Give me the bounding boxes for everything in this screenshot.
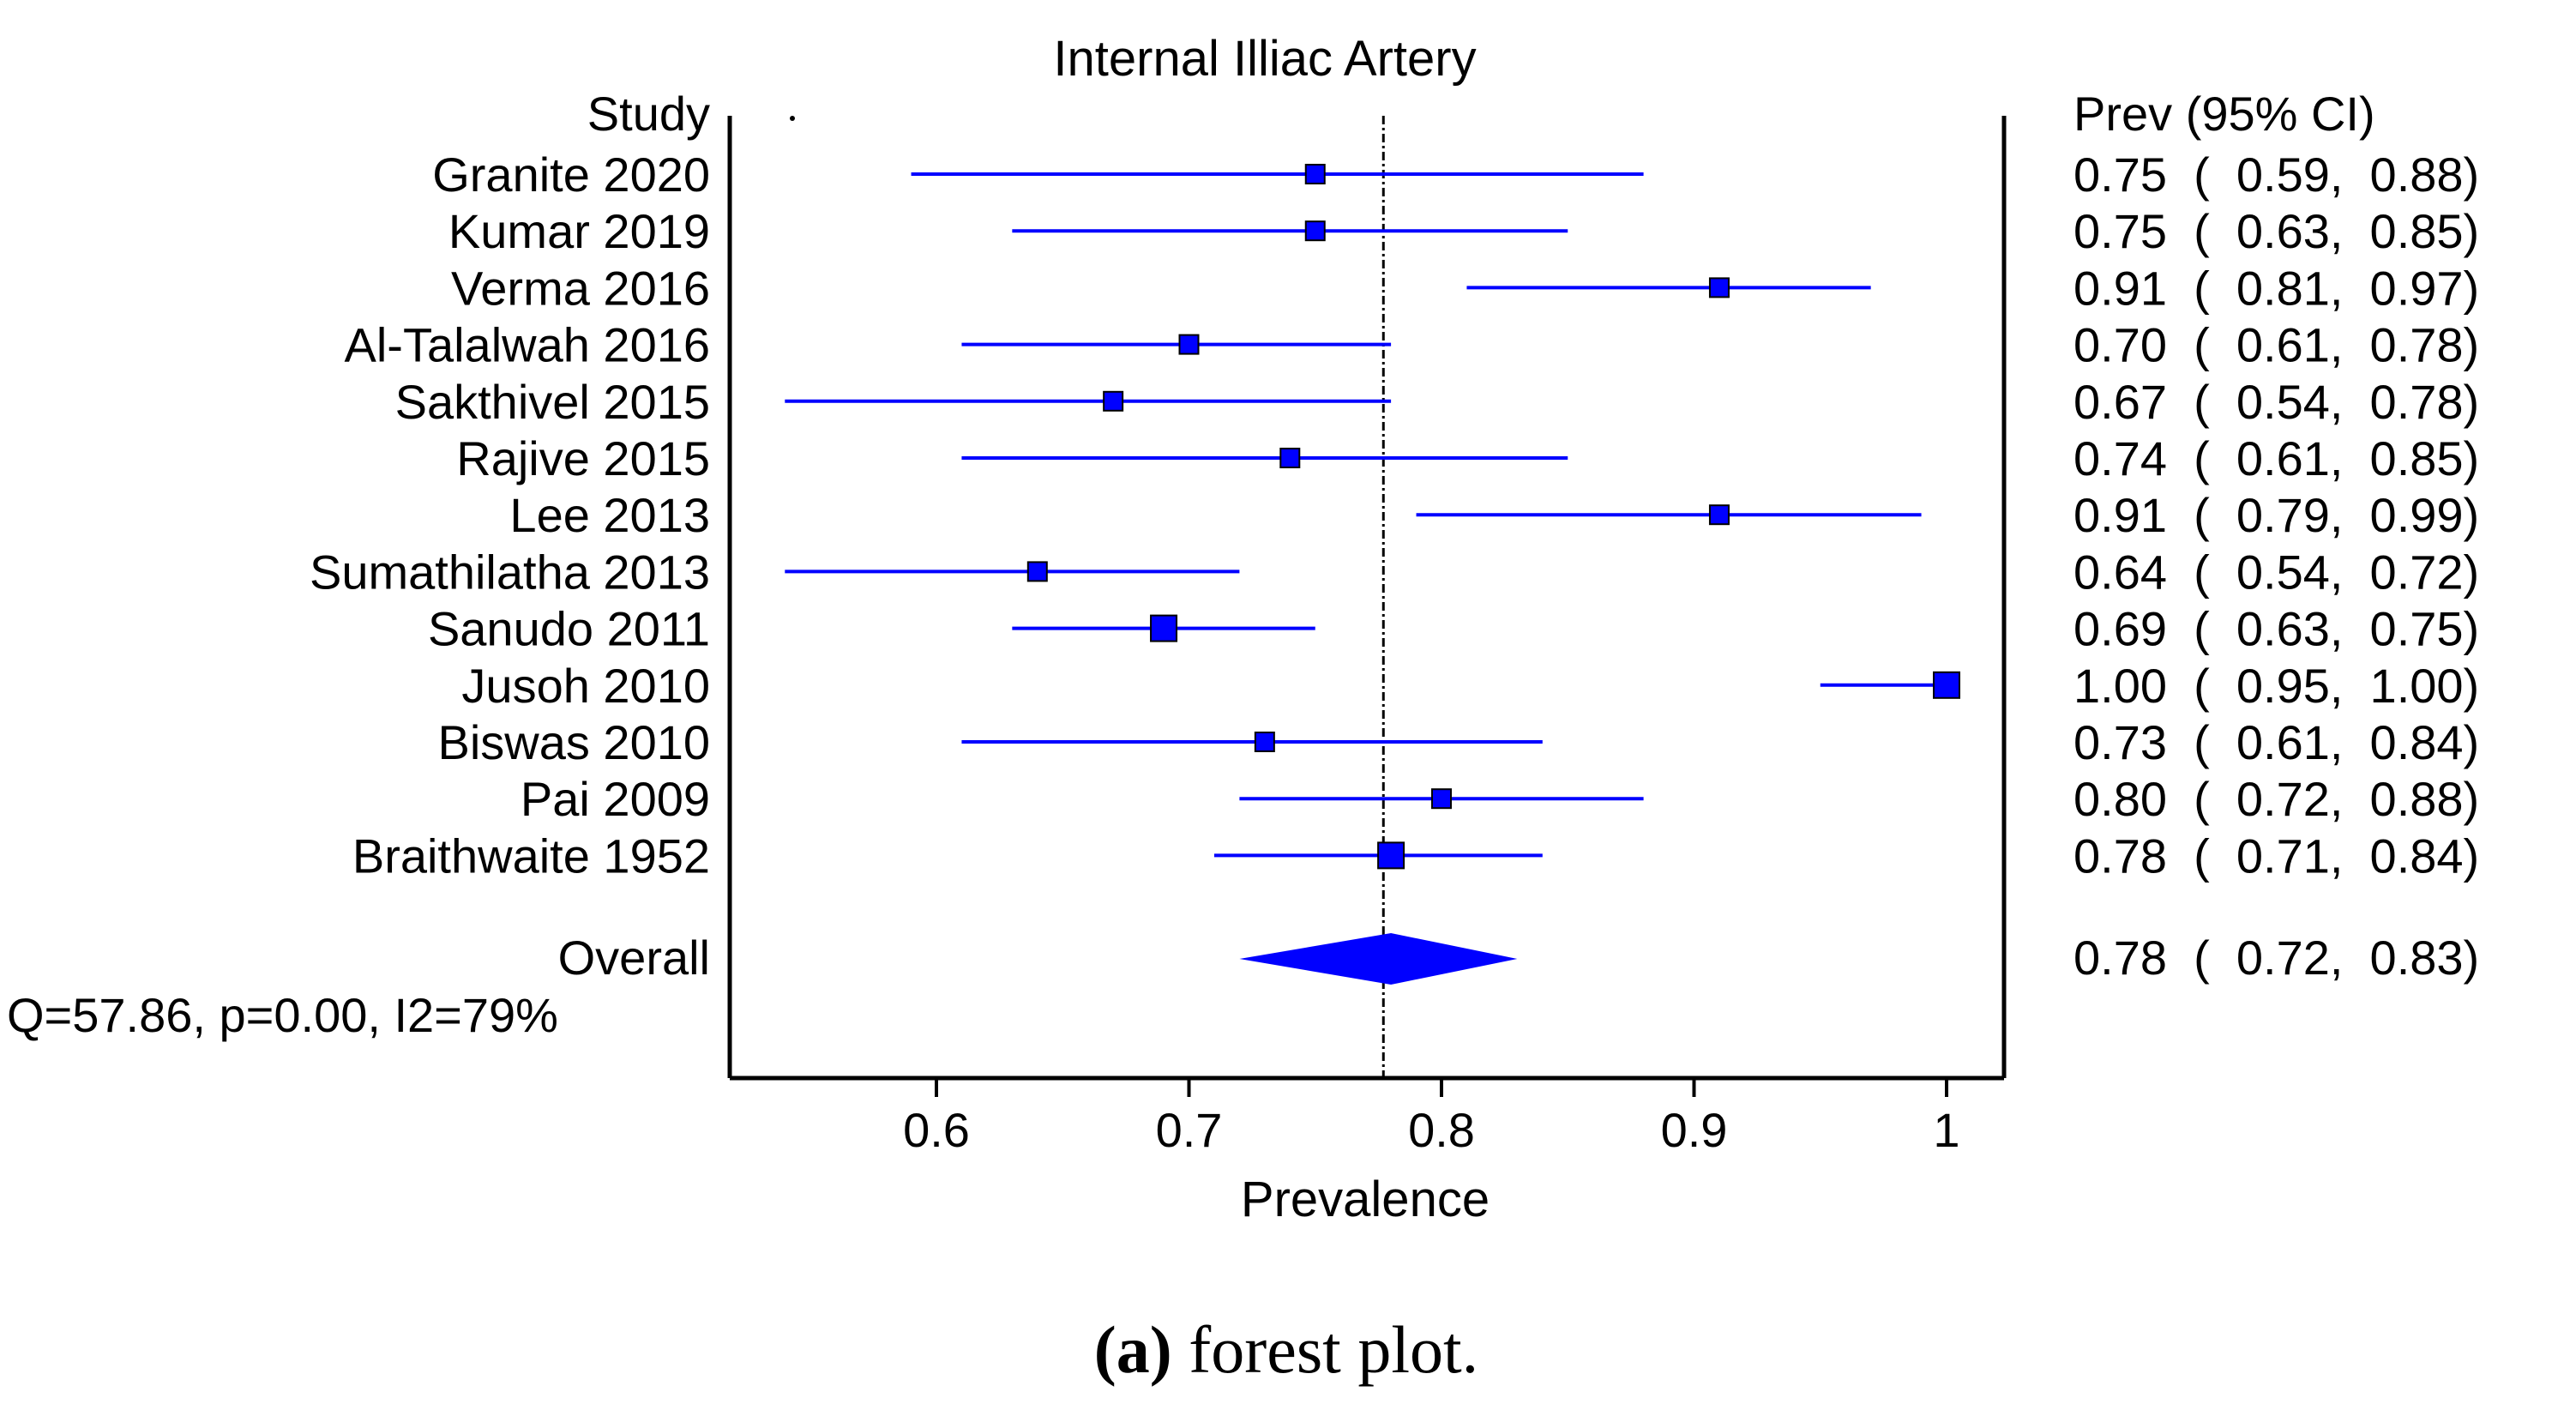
study-row: Verma 2016 0.91 ( 0.81, 0.97) xyxy=(451,261,2479,315)
study-name: Kumar 2019 xyxy=(448,204,710,258)
chart-title: Internal Illiac Artery xyxy=(1053,31,1476,87)
study-estimate-ci: 0.64 ( 0.54, 0.72) xyxy=(2073,545,2479,599)
study-row: Biswas 2010 0.73 ( 0.61, 0.84) xyxy=(437,715,2479,769)
figure-caption: (a) forest plot. xyxy=(1094,1312,1478,1387)
study-row: Pai 2009 0.80 ( 0.72, 0.88) xyxy=(521,772,2479,826)
study-name: Braithwaite 1952 xyxy=(352,829,710,883)
point-estimate-marker xyxy=(1377,841,1405,870)
study-row: Braithwaite 1952 0.78 ( 0.71, 0.84) xyxy=(352,829,2479,883)
point-estimate-marker xyxy=(1304,164,1326,184)
study-name: Sakthivel 2015 xyxy=(395,375,710,429)
x-axis-tick-label: 1 xyxy=(1933,1103,1959,1157)
point-estimate-marker xyxy=(1708,277,1730,298)
study-row: Granite 2020 0.75 ( 0.59, 0.88) xyxy=(432,148,2479,202)
study-estimate-ci: 0.70 ( 0.61, 0.78) xyxy=(2073,318,2479,372)
x-axis-label: Prevalence xyxy=(1241,1172,1490,1227)
x-axis-tick-label: 0.6 xyxy=(903,1103,970,1157)
point-estimate-marker xyxy=(1026,561,1048,582)
study-name: Verma 2016 xyxy=(451,261,710,315)
stray-dot xyxy=(790,116,795,121)
heterogeneity-statistics: Q=57.86, p=0.00, I2=79% xyxy=(7,988,558,1042)
study-column-header: Study xyxy=(587,87,710,141)
study-row: Kumar 2019 0.75 ( 0.63, 0.85) xyxy=(448,204,2479,258)
study-name: Biswas 2010 xyxy=(437,715,710,769)
study-name: Granite 2020 xyxy=(432,148,710,202)
study-name: Lee 2013 xyxy=(509,488,710,542)
x-axis-tick-label: 0.9 xyxy=(1661,1103,1728,1157)
x-axis-tick-label: 0.7 xyxy=(1156,1103,1223,1157)
study-name: Sanudo 2011 xyxy=(428,602,710,656)
point-estimate-marker xyxy=(1708,504,1730,526)
point-estimate-marker xyxy=(1150,614,1178,642)
study-estimate-ci: 0.91 ( 0.79, 0.99) xyxy=(2073,488,2479,542)
point-estimate-marker xyxy=(1933,671,1960,699)
study-estimate-ci: 0.73 ( 0.61, 0.84) xyxy=(2073,715,2479,769)
x-axis-tick-label: 0.8 xyxy=(1408,1103,1475,1157)
point-estimate-marker xyxy=(1254,732,1275,752)
study-name: Pai 2009 xyxy=(521,772,710,826)
study-name: Sumathilatha 2013 xyxy=(310,545,710,599)
study-estimate-ci: 1.00 ( 0.95, 1.00) xyxy=(2073,659,2479,713)
study-row: Sanudo 2011 0.69 ( 0.63, 0.75) xyxy=(428,602,2479,656)
study-row: Sakthivel 2015 0.67 ( 0.54, 0.78) xyxy=(395,375,2480,429)
point-estimate-marker xyxy=(1304,220,1326,242)
study-estimate-ci: 0.75 ( 0.63, 0.85) xyxy=(2073,204,2479,258)
study-estimate-ci: 0.74 ( 0.61, 0.85) xyxy=(2073,431,2479,485)
point-estimate-marker xyxy=(1279,448,1301,468)
point-estimate-marker xyxy=(1178,334,1200,355)
overall-estimate-ci: 0.78 ( 0.72, 0.83) xyxy=(2073,931,2479,985)
caption-text: forest plot. xyxy=(1172,1312,1478,1387)
overall-estimate-diamond xyxy=(1239,933,1518,985)
prevalence-ci-column-header: Prev (95% CI) xyxy=(2073,87,2375,141)
study-estimate-ci: 0.75 ( 0.59, 0.88) xyxy=(2073,148,2479,202)
study-name: Rajive 2015 xyxy=(456,431,710,485)
study-row: Sumathilatha 2013 0.64 ( 0.54, 0.72) xyxy=(310,545,2479,599)
study-row: Lee 2013 0.91 ( 0.79, 0.99) xyxy=(509,488,2479,542)
study-row: Rajive 2015 0.74 ( 0.61, 0.85) xyxy=(456,431,2479,485)
study-row: Al-Talalwah 2016 0.70 ( 0.61, 0.78) xyxy=(345,318,2480,372)
caption-panel-letter: (a) xyxy=(1094,1312,1172,1387)
point-estimate-marker xyxy=(1103,390,1124,412)
study-name: Jusoh 2010 xyxy=(461,659,710,713)
study-estimate-ci: 0.69 ( 0.63, 0.75) xyxy=(2073,602,2479,656)
study-row: Jusoh 2010 1.00 ( 0.95, 1.00) xyxy=(461,659,2479,713)
study-estimate-ci: 0.67 ( 0.54, 0.78) xyxy=(2073,375,2479,429)
study-estimate-ci: 0.91 ( 0.81, 0.97) xyxy=(2073,261,2479,315)
point-estimate-marker xyxy=(1431,788,1452,810)
study-estimate-ci: 0.80 ( 0.72, 0.88) xyxy=(2073,772,2479,826)
study-name: Al-Talalwah 2016 xyxy=(345,318,710,372)
study-estimate-ci: 0.78 ( 0.71, 0.84) xyxy=(2073,829,2479,883)
overall-label: Overall xyxy=(558,931,710,985)
